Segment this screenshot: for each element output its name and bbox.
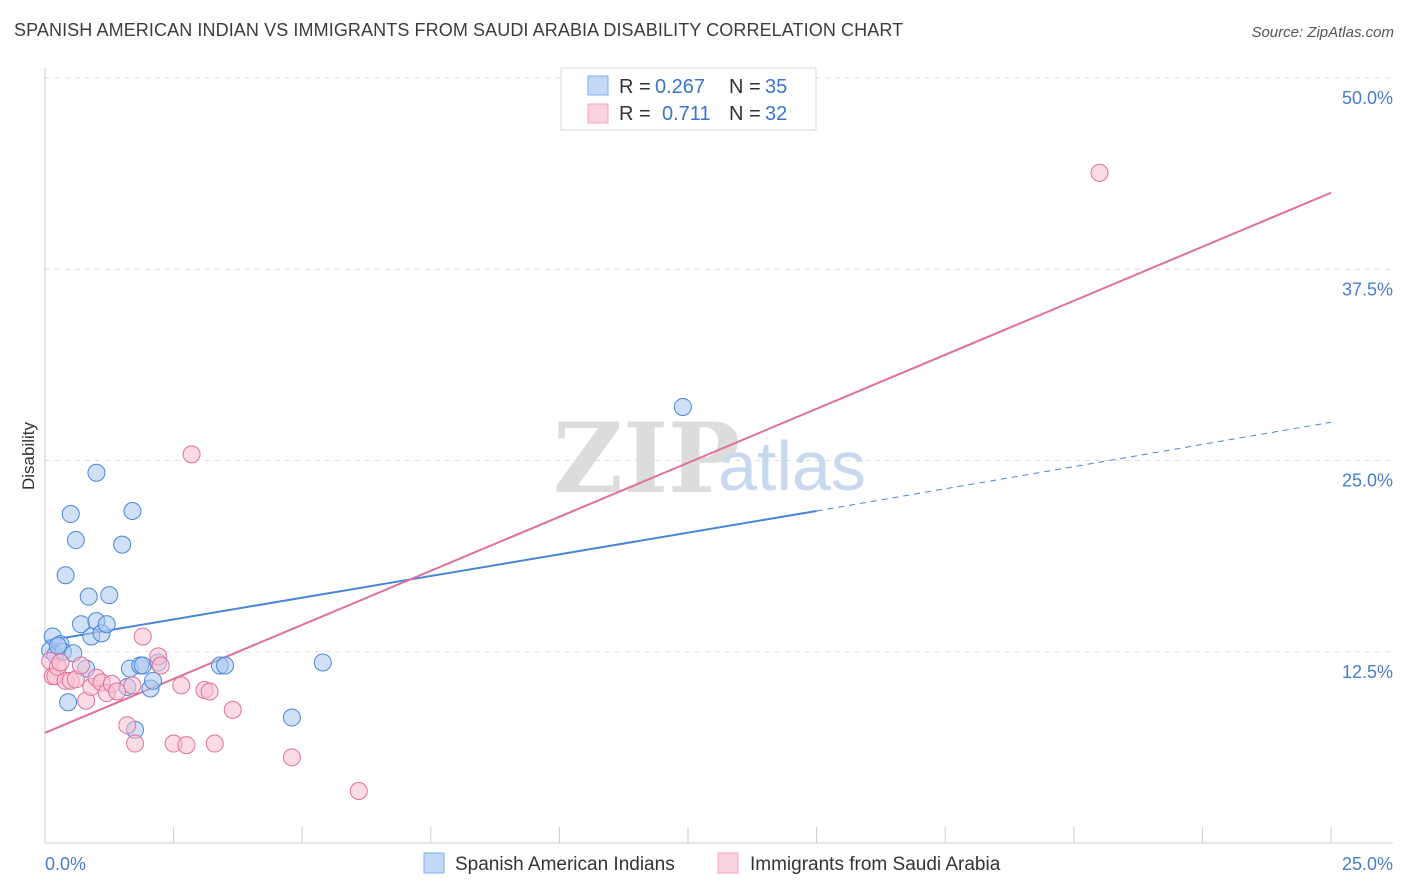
series-legend: Spanish American Indians Immigrants from… <box>423 852 1001 875</box>
point-s1-25 <box>182 445 201 464</box>
point-s1-21 <box>151 656 170 675</box>
point-s1-28 <box>205 734 224 753</box>
point-s1-8 <box>72 656 91 675</box>
stats-r-value-1: 0.267 <box>655 76 705 98</box>
stats-n-label-1: N = <box>729 76 761 98</box>
point-s0-22 <box>123 501 142 520</box>
x-tick-label-max: 25.0% <box>1342 854 1393 874</box>
trend-line-0 <box>44 510 817 643</box>
point-s0-5 <box>56 566 75 585</box>
watermark-zip: ZIP <box>553 402 740 515</box>
point-s0-32 <box>313 653 332 672</box>
point-s0-17 <box>97 615 116 634</box>
legend-label-spanish-american-indians: Spanish American Indians <box>455 854 675 875</box>
y-tick-label-2: 37.5% <box>1342 279 1393 299</box>
trend-lines <box>44 191 1332 734</box>
grid-lines <box>45 77 1393 653</box>
point-s1-27 <box>200 682 219 701</box>
point-s0-31 <box>282 708 301 727</box>
point-s1-31 <box>349 781 368 800</box>
stats-n-value-2: 32 <box>765 103 787 125</box>
data-points <box>41 163 1109 800</box>
legend-label-immigrants-saudi-arabia: Immigrants from Saudi Arabia <box>750 854 1001 875</box>
point-s0-30 <box>216 656 235 675</box>
legend-swatch-immigrants-saudi-arabia <box>717 852 739 874</box>
point-s0-25 <box>133 656 152 675</box>
point-s0-6 <box>59 693 78 712</box>
y-tick-labels: 12.5% 25.0% 37.5% 50.0% <box>1342 88 1393 682</box>
point-s1-29 <box>223 700 242 719</box>
point-s0-9 <box>66 531 85 550</box>
point-s0-33 <box>673 397 692 416</box>
stats-legend: R = 0.267 N = 35 R = 0.711 N = 32 <box>560 67 817 131</box>
stats-swatch-pink <box>587 103 609 124</box>
y-tick-label-0: 12.5% <box>1342 662 1393 682</box>
chart-title: SPANISH AMERICAN INDIAN VS IMMIGRANTS FR… <box>14 20 904 40</box>
trend-line-extension-0 <box>816 421 1332 512</box>
source-label: Source: ZipAtlas.com <box>1251 24 1394 41</box>
y-axis-label: Disability <box>19 421 38 490</box>
point-s1-30 <box>282 748 301 767</box>
point-s1-18 <box>126 734 145 753</box>
point-s1-16 <box>118 716 137 735</box>
trend-line-1 <box>44 191 1332 734</box>
point-s0-7 <box>61 505 80 524</box>
x-tick-label-min: 0.0% <box>45 854 86 874</box>
point-s0-34 <box>48 636 67 655</box>
point-s0-27 <box>144 671 163 690</box>
watermark-atlas: atlas <box>718 427 866 505</box>
x-axis-ticks <box>173 827 1332 843</box>
y-tick-label-3: 50.0% <box>1342 88 1393 108</box>
point-s0-18 <box>100 586 119 605</box>
stats-n-label-2: N = <box>729 103 761 125</box>
point-s1-24 <box>177 736 196 755</box>
point-s1-32 <box>1090 163 1109 182</box>
legend-swatch-spanish-american-indians <box>423 852 445 874</box>
point-s0-19 <box>113 535 132 554</box>
stats-r-label-2: R = <box>619 103 651 125</box>
point-s0-12 <box>79 587 98 606</box>
point-s1-4 <box>51 653 70 672</box>
stats-r-label-1: R = <box>619 76 651 98</box>
stats-r-value-2: 0.711 <box>662 103 711 125</box>
stats-swatch-blue <box>587 75 609 96</box>
stats-n-value-1: 35 <box>765 76 787 98</box>
y-tick-label-1: 25.0% <box>1342 471 1393 491</box>
point-s1-23 <box>172 676 191 695</box>
point-s1-19 <box>133 627 152 646</box>
point-s1-17 <box>123 676 142 695</box>
point-s0-14 <box>87 463 106 482</box>
point-s1-15 <box>108 682 127 701</box>
